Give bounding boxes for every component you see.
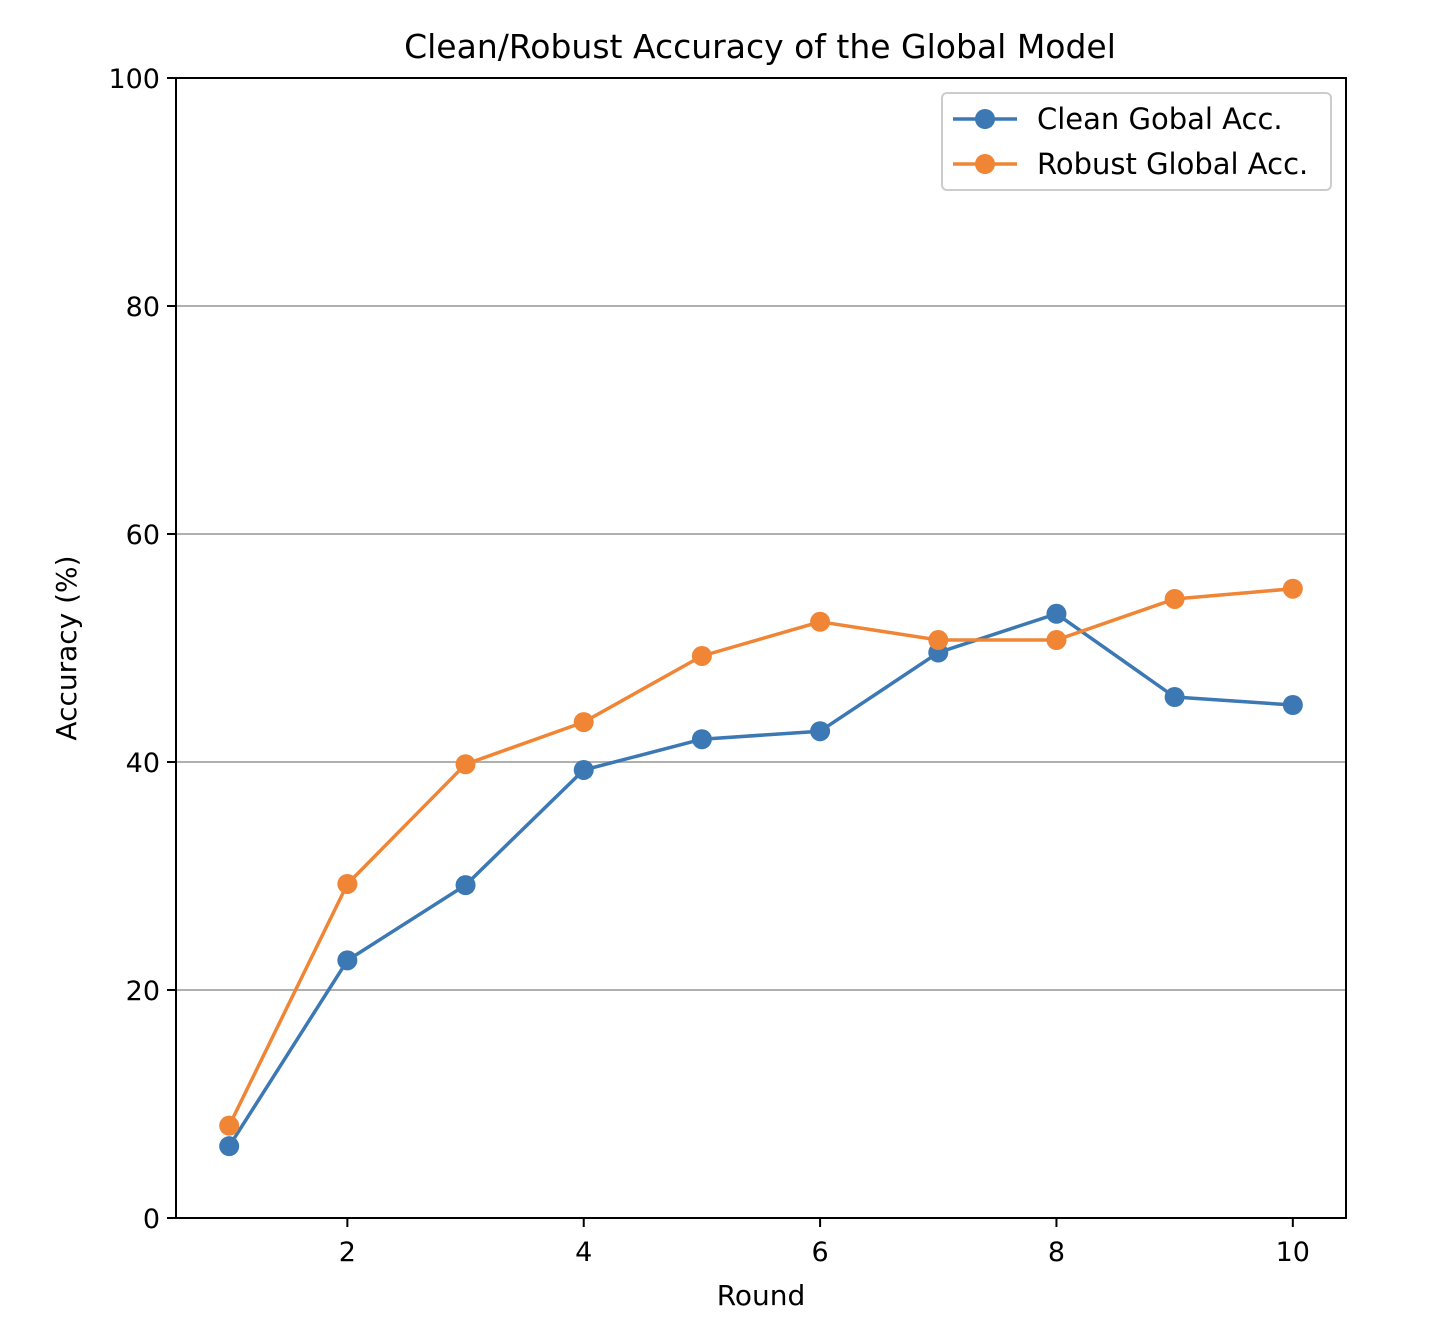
- data-point: [1046, 603, 1067, 624]
- x-tick-label: 4: [575, 1237, 592, 1268]
- series-line: [227, 612, 1293, 1148]
- legend-swatch-marker: [975, 109, 995, 129]
- data-point: [573, 712, 594, 733]
- y-tick-label: 0: [143, 1204, 160, 1235]
- x-tick-label: 8: [1048, 1237, 1065, 1268]
- data-point: [1282, 578, 1303, 599]
- data-point: [1164, 588, 1185, 609]
- data-point: [455, 875, 476, 896]
- x-tick-label: 10: [1276, 1237, 1310, 1268]
- series-1: [219, 603, 1303, 1157]
- series-line: [227, 586, 1293, 1127]
- data-point: [928, 630, 949, 651]
- data-point: [337, 950, 358, 971]
- data-point: [810, 611, 831, 632]
- y-tick-label: 40: [126, 748, 160, 779]
- legend-label: Robust Global Acc.: [1037, 147, 1308, 181]
- y-tick-label: 20: [126, 976, 160, 1007]
- data-point: [1282, 695, 1303, 715]
- x-axis-label: Round: [717, 1279, 806, 1312]
- x-tick-label: 2: [339, 1237, 356, 1268]
- legend-label: Clean Gobal Acc.: [1037, 102, 1283, 136]
- chart-title: Clean/Robust Accuracy of the Global Mode…: [404, 27, 1116, 66]
- data-point: [337, 873, 358, 894]
- data-point: [219, 1136, 240, 1157]
- y-axis-label: Accuracy (%): [50, 555, 83, 740]
- data-point: [573, 759, 594, 780]
- data-point: [1046, 630, 1067, 651]
- x-axis-ticks: 2 4 6 8 10: [339, 1218, 1310, 1268]
- y-axis-ticks: 0 20 40 60 80 100: [108, 64, 176, 1235]
- data-point: [691, 729, 712, 750]
- data-point: [810, 721, 831, 742]
- plot-frame: [175, 77, 1347, 1219]
- legend-swatch-marker: [975, 154, 995, 174]
- series-2: [219, 578, 1303, 1136]
- data-point: [1164, 687, 1185, 708]
- y-tick-label: 80: [126, 292, 160, 323]
- legend: Clean Gobal Acc. Robust Global Acc.: [941, 92, 1332, 191]
- data-point: [455, 754, 476, 775]
- grid-lines: [176, 305, 1346, 991]
- series-layer: [219, 578, 1303, 1157]
- data-point: [219, 1115, 240, 1136]
- data-point: [691, 645, 712, 666]
- legend-box: [941, 92, 1332, 191]
- x-tick-label: 6: [811, 1237, 828, 1268]
- y-tick-label: 100: [108, 64, 160, 95]
- y-tick-label: 60: [126, 520, 160, 551]
